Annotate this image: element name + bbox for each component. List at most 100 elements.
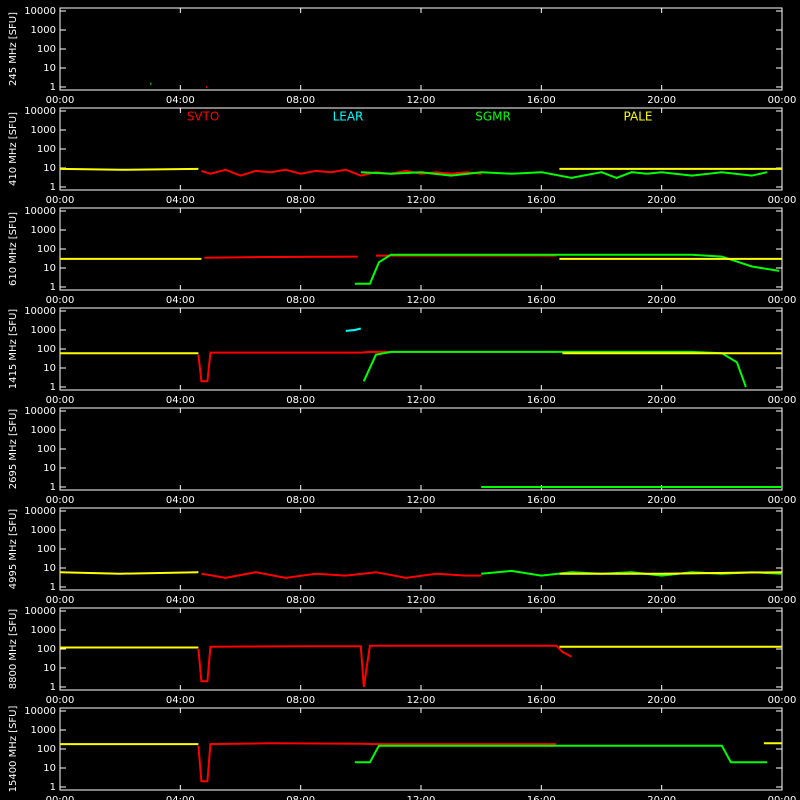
y-tick-label: 1000 [31, 225, 56, 236]
plot-frame [59, 707, 783, 791]
y-axis-label: 610 MHz [SFU] [8, 212, 19, 286]
plot-frame [59, 107, 783, 191]
y-tick-label: 10 [43, 363, 56, 374]
x-tick-label: 08:00 [286, 495, 315, 506]
x-tick-label: 12:00 [407, 695, 436, 706]
y-tick-label: 1000 [31, 325, 56, 336]
x-tick-label: 04:00 [166, 695, 195, 706]
x-tick-label: 00:00 [46, 495, 75, 506]
legend-entry: SGMR [475, 110, 511, 124]
x-tick-label: 04:00 [166, 95, 195, 106]
x-tick-label: 20:00 [647, 95, 676, 106]
x-tick-label: 08:00 [286, 395, 315, 406]
data-line [59, 167, 782, 171]
y-axis-label: 245 MHz [SFU] [8, 12, 19, 86]
y-tick-label: 1000 [31, 125, 56, 136]
y-axis-label: 4995 MHz [SFU] [8, 509, 19, 590]
x-tick-label: 16:00 [527, 295, 556, 306]
y-tick-label: 1 [50, 482, 56, 493]
y-tick-label: 1000 [31, 525, 56, 536]
plot-frame [59, 407, 783, 491]
data-line [201, 168, 482, 177]
x-tick-label: 04:00 [166, 295, 195, 306]
y-tick-label: 10000 [24, 706, 56, 717]
x-tick-label: 12:00 [407, 95, 436, 106]
data-line [60, 645, 782, 649]
x-tick-label: 12:00 [407, 295, 436, 306]
y-tick-label: 100 [37, 244, 56, 255]
x-tick-label: 00:00 [46, 295, 75, 306]
y-axis-label: 15400 MHz [SFU] [8, 706, 19, 793]
x-tick-label: 16:00 [527, 195, 556, 206]
y-tick-label: 100 [37, 744, 56, 755]
x-tick-label: 04:00 [166, 495, 195, 506]
x-tick-label: 00:00 [768, 795, 797, 800]
data-line [60, 742, 782, 746]
x-tick-label: 00:00 [46, 95, 75, 106]
y-tick-label: 10 [43, 463, 56, 474]
x-tick-label: 04:00 [166, 195, 195, 206]
x-tick-label: 20:00 [647, 595, 676, 606]
y-tick-label: 100 [37, 544, 56, 555]
y-tick-label: 10 [43, 763, 56, 774]
y-tick-label: 100 [37, 444, 56, 455]
y-tick-label: 10 [43, 663, 56, 674]
x-tick-label: 00:00 [768, 195, 797, 206]
x-tick-label: 00:00 [46, 195, 75, 206]
x-tick-label: 00:00 [768, 395, 797, 406]
y-axis-label: 410 MHz [SFU] [8, 112, 19, 186]
x-tick-label: 00:00 [768, 695, 797, 706]
x-tick-label: 20:00 [647, 395, 676, 406]
x-tick-label: 20:00 [647, 795, 676, 800]
x-tick-label: 12:00 [407, 495, 436, 506]
y-tick-label: 100 [37, 144, 56, 155]
x-tick-label: 00:00 [46, 395, 75, 406]
data-line [345, 327, 362, 332]
legend-entry: LEAR [333, 110, 364, 124]
x-tick-label: 08:00 [286, 695, 315, 706]
x-tick-label: 08:00 [286, 795, 315, 800]
x-tick-label: 16:00 [527, 495, 556, 506]
x-tick-label: 16:00 [527, 695, 556, 706]
y-tick-label: 1000 [31, 725, 56, 736]
data-line [354, 253, 780, 285]
y-tick-label: 1 [50, 682, 56, 693]
plot-frame [59, 307, 783, 391]
y-tick-label: 10000 [24, 206, 56, 217]
x-tick-label: 08:00 [286, 595, 315, 606]
y-tick-label: 1 [50, 382, 56, 393]
x-tick-label: 20:00 [647, 195, 676, 206]
x-tick-label: 16:00 [527, 395, 556, 406]
data-line [201, 571, 482, 579]
x-tick-label: 16:00 [527, 95, 556, 106]
data-line [197, 742, 557, 783]
y-tick-label: 1 [50, 82, 56, 93]
x-tick-label: 04:00 [166, 395, 195, 406]
y-tick-label: 10000 [24, 606, 56, 617]
x-tick-label: 08:00 [286, 295, 315, 306]
data-line [362, 350, 747, 388]
y-tick-label: 100 [37, 44, 56, 55]
x-tick-label: 00:00 [46, 695, 75, 706]
y-tick-label: 10000 [24, 6, 56, 17]
y-tick-label: 1 [50, 782, 56, 793]
x-tick-label: 00:00 [768, 295, 797, 306]
data-line [204, 254, 557, 259]
y-tick-label: 100 [37, 644, 56, 655]
y-tick-label: 10000 [24, 306, 56, 317]
data-line [197, 644, 572, 688]
data-line [59, 571, 783, 575]
x-tick-label: 04:00 [166, 595, 195, 606]
plot-frame [59, 7, 783, 91]
legend-entry: SVTO [187, 110, 220, 124]
y-tick-label: 10 [43, 63, 56, 74]
y-tick-label: 10 [43, 163, 56, 174]
y-axis-label: 2695 MHz [SFU] [8, 409, 19, 490]
x-tick-label: 04:00 [166, 795, 195, 800]
x-tick-label: 16:00 [527, 795, 556, 800]
x-tick-label: 12:00 [407, 795, 436, 800]
y-tick-label: 10000 [24, 106, 56, 117]
x-tick-label: 00:00 [46, 795, 75, 800]
y-tick-label: 10 [43, 563, 56, 574]
